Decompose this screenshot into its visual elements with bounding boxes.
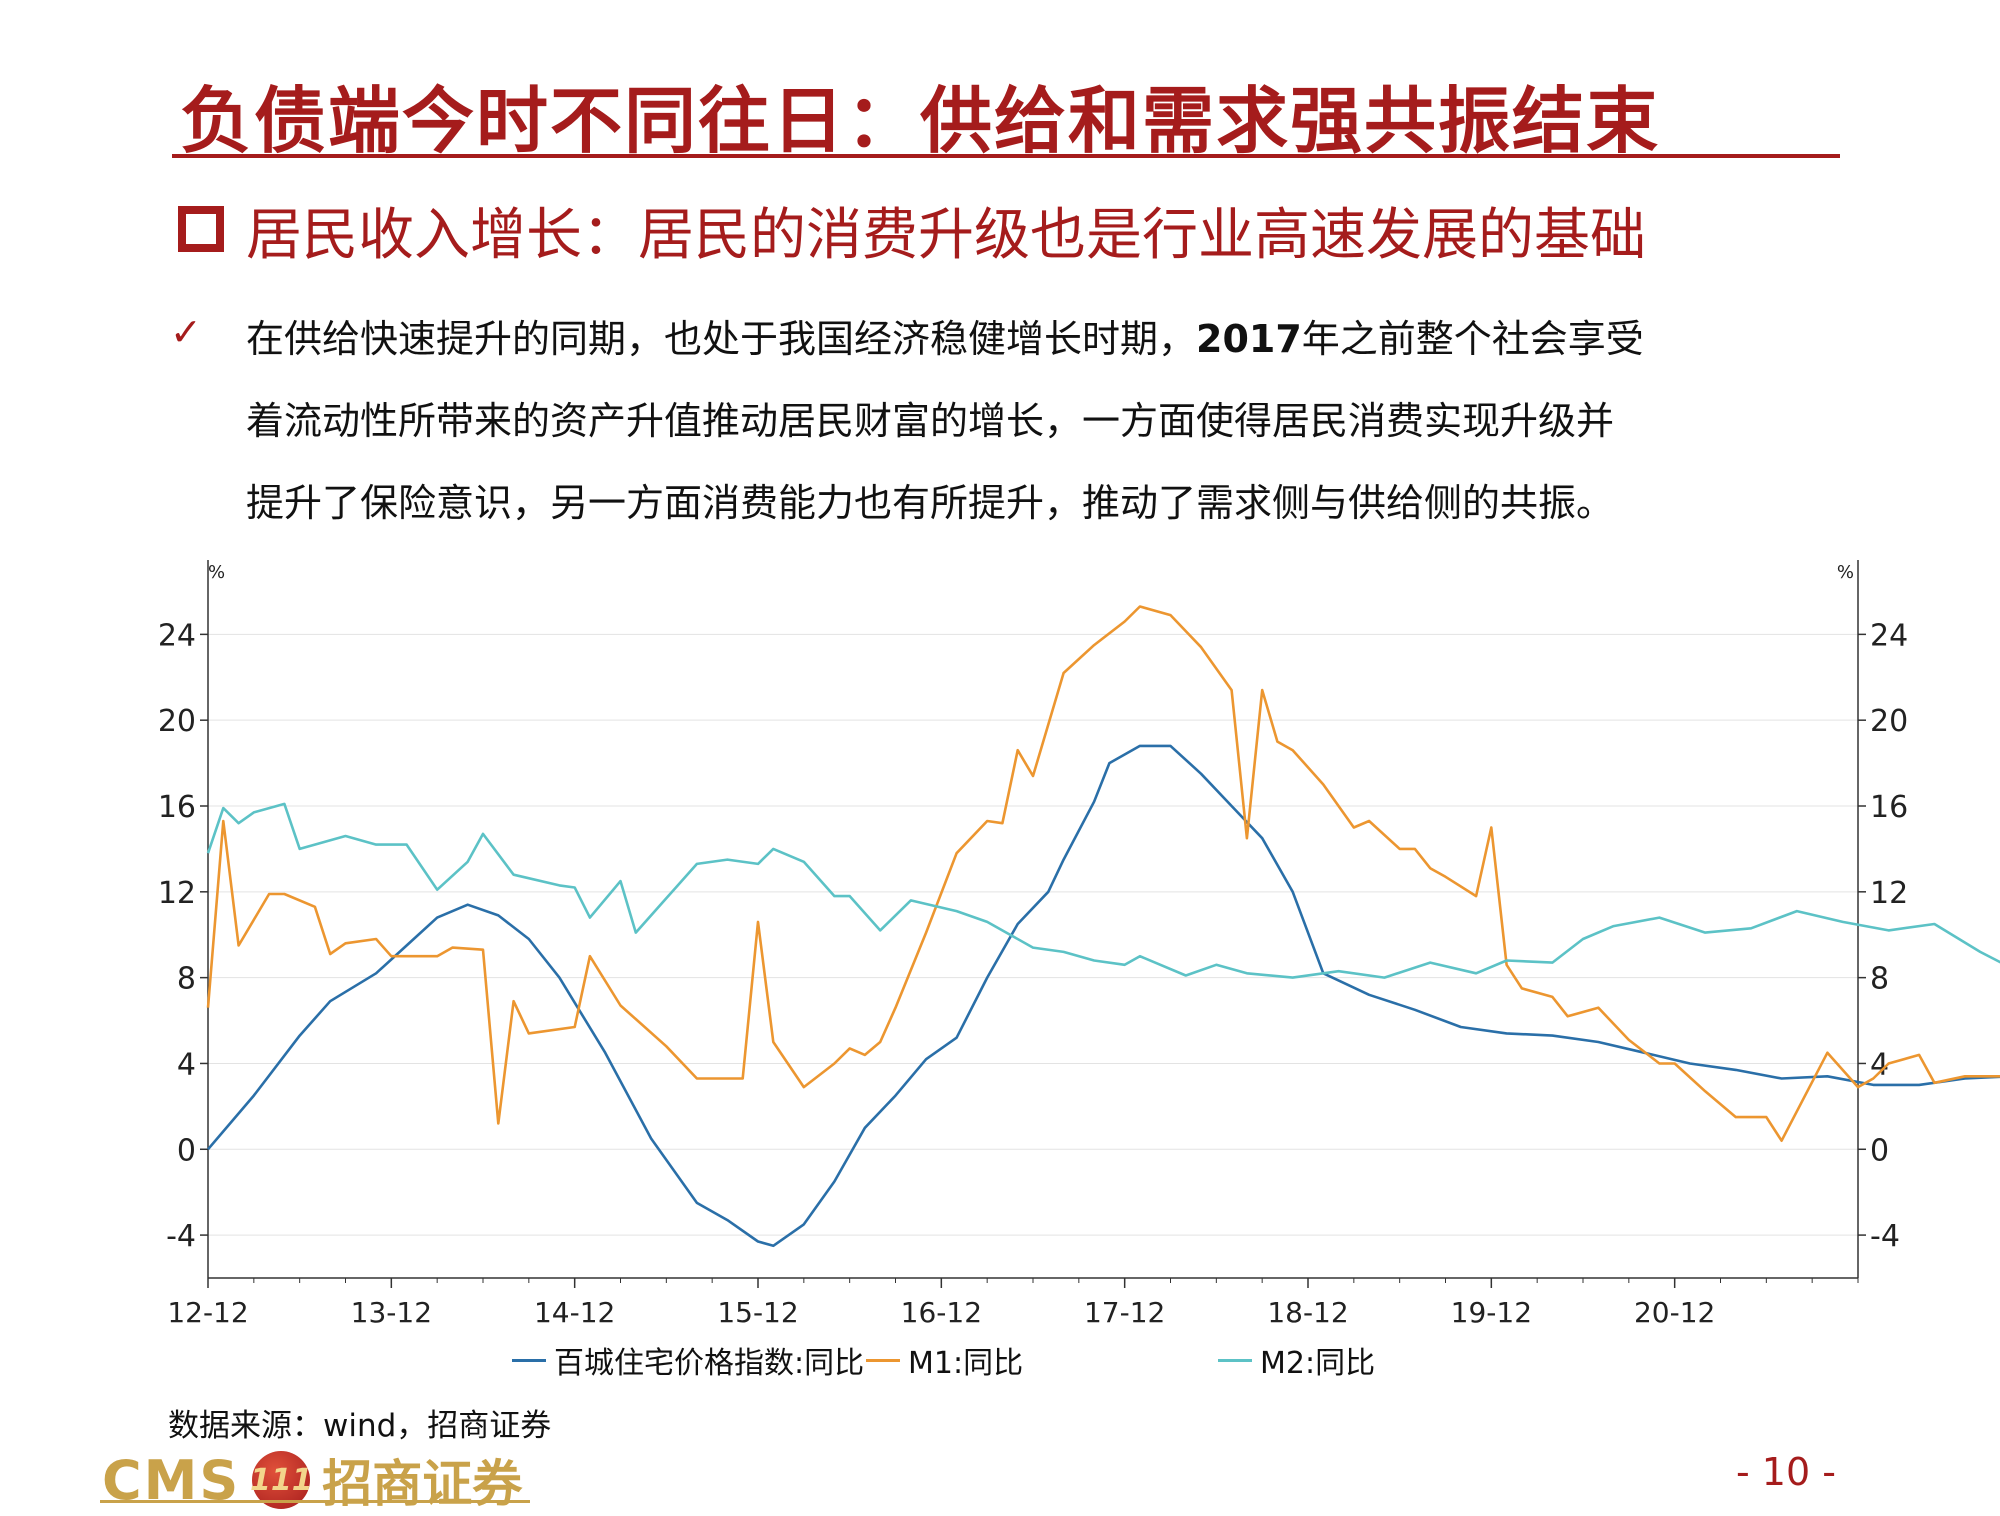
y-left-tick-label-1: 0 — [177, 1133, 196, 1168]
legend-item-hpi: 百城住宅价格指数:同比 — [512, 1340, 865, 1381]
y-left-tick-label-3: 8 — [177, 962, 196, 997]
y-right-tick-label-3: 8 — [1870, 962, 1889, 997]
x-tick-label-6: 18-12 — [1267, 1296, 1348, 1329]
series-line-m1 — [206, 605, 2000, 1142]
y-right-tick-label-2: 4 — [1870, 1047, 1889, 1082]
legend-swatch-hpi — [512, 1358, 546, 1362]
legend-item-m2: M2:同比 — [1218, 1340, 1376, 1381]
section-subtitle: 居民收入增长：居民的消费升级也是行业高速发展的基础 — [246, 203, 1646, 268]
x-tick-label-4: 16-12 — [901, 1296, 982, 1329]
y-right-tick-label-6: 20 — [1870, 704, 1908, 739]
legend-swatch-m2 — [1218, 1358, 1252, 1362]
page-title: 负债端今时不同往日：供给和需求强共振结束 — [180, 79, 1661, 163]
x-tick-label-3: 15-12 — [717, 1296, 798, 1329]
y-right-tick-label-5: 16 — [1870, 790, 1908, 825]
paragraph-line-3: 提升了保险意识，另一方面消费能力也有所提升，推动了需求侧与供给侧的共振。 — [246, 481, 1615, 525]
x-tick-label-5: 17-12 — [1084, 1296, 1165, 1329]
y-left-tick-label-2: 4 — [177, 1047, 196, 1082]
x-tick-label-8: 20-12 — [1634, 1296, 1715, 1329]
y-right-unit: % — [1837, 562, 1854, 583]
paragraph-line-1-post: 年之前整个社会享受 — [1301, 317, 1644, 361]
paragraph-line-1: 在供给快速提升的同期，也处于我国经济稳健增长时期，2017年之前整个社会享受 — [246, 308, 1896, 363]
line-chart: -4 -4 0 0 4 4 8 8 12 12 16 16 20 20 24 24% % 12-12 13-12 14… — [158, 560, 2000, 1329]
y-left-tick-label-0: -4 — [166, 1219, 196, 1254]
x-tick-label-0: 12-12 — [167, 1296, 248, 1329]
y-left-tick-label-6: 20 — [158, 704, 196, 739]
x-tick-label-2: 14-12 — [534, 1296, 615, 1329]
y-right-tick-label-0: -4 — [1870, 1219, 1900, 1254]
page-number: - 10 - — [1736, 1450, 1836, 1494]
y-right-tick-label-4: 12 — [1870, 876, 1908, 911]
series-line-hpi — [207, 744, 2000, 1248]
logo-cn-text: 招商证券 — [322, 1454, 523, 1513]
paragraph-line-1-pre: 在供给快速提升的同期，也处于我国经济稳健增长时期， — [246, 317, 1197, 361]
legend-label-m2: M2:同比 — [1260, 1346, 1376, 1381]
series-line-m2 — [206, 802, 2000, 979]
paragraph-year: 2017 — [1196, 317, 1302, 361]
legend-label-hpi: 百城住宅价格指数:同比 — [554, 1346, 865, 1381]
y-left-tick-label-7: 24 — [158, 618, 196, 653]
y-left-tick-label-5: 16 — [158, 790, 196, 825]
y-left-tick-label-4: 12 — [158, 876, 196, 911]
logo-underline — [100, 1500, 530, 1503]
x-tick-label-1: 13-12 — [351, 1296, 432, 1329]
title-divider — [172, 154, 1840, 158]
y-left-unit: % — [208, 562, 225, 583]
paragraph-line-2: 着流动性所带来的资产升值推动居民财富的增长，一方面使得居民消费实现升级并 — [246, 399, 1615, 443]
x-tick-label-7: 19-12 — [1451, 1296, 1532, 1329]
legend-label-m1: M1:同比 — [908, 1346, 1024, 1381]
legend-swatch-m1 — [866, 1358, 900, 1362]
logo-badge-text: 111 — [249, 1462, 313, 1498]
y-right-tick-label-7: 24 — [1870, 618, 1908, 653]
square-bullet-icon — [178, 206, 224, 252]
data-source-note: 数据来源：wind，招商证券 — [168, 1408, 552, 1444]
company-logo: CMS 111 招商证券 — [102, 1444, 522, 1516]
checkmark-icon: ✓ — [170, 310, 202, 354]
legend-item-m1: M1:同比 — [866, 1340, 1024, 1381]
y-right-tick-label-1: 0 — [1870, 1133, 1889, 1168]
logo-badge-icon: 111 — [249, 1451, 313, 1509]
